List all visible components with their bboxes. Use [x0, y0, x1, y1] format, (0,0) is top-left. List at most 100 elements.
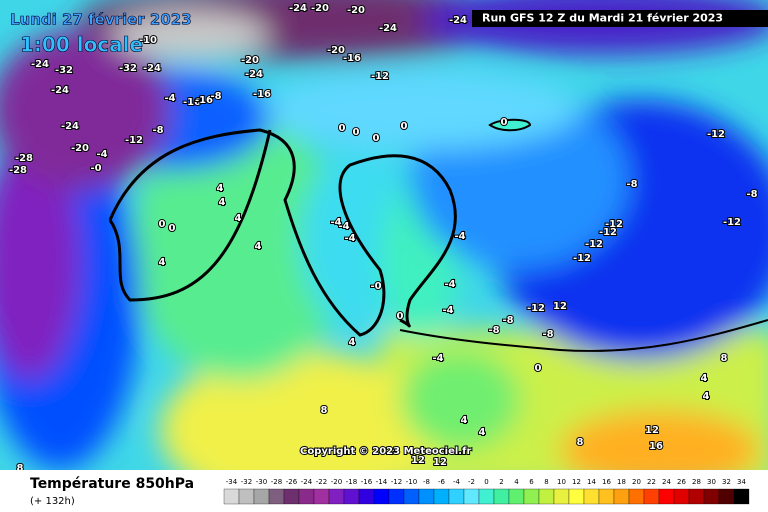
contour-label: -24	[51, 85, 69, 96]
contour-label: -20	[347, 5, 365, 16]
legend-tick-label: 10	[557, 478, 566, 486]
legend-tick-label: -24	[301, 478, 313, 486]
contour-label: -24	[289, 3, 307, 14]
legend-swatch	[643, 488, 660, 505]
legend-tick-label: -12	[391, 478, 402, 486]
contour-label: -28	[9, 165, 27, 176]
legend-tick-label: -4	[453, 478, 461, 486]
contour-label: 0	[353, 127, 360, 138]
contour-label: -16	[343, 53, 361, 64]
contour-label: -20	[241, 55, 259, 66]
legend-tick-label: 22	[647, 478, 656, 486]
contour-label: 8	[17, 463, 24, 474]
contour-label: 16	[649, 441, 663, 452]
contour-label: 4	[703, 391, 710, 402]
legend-tick-label: -8	[423, 478, 430, 486]
legend-swatch	[358, 488, 375, 505]
contour-label: 0	[501, 117, 508, 128]
legend-tick-label: -14	[376, 478, 388, 486]
contour	[399, 319, 768, 352]
contour-label: -12	[527, 303, 545, 314]
contour-label: -12	[605, 219, 623, 230]
variable-title: Température 850hPa	[30, 476, 194, 492]
legend-swatch	[703, 488, 720, 505]
legend-swatch	[508, 488, 525, 505]
contour-label: 4	[349, 337, 356, 348]
legend-swatch	[688, 488, 705, 505]
contour-label: -24	[245, 69, 263, 80]
legend-swatch	[448, 488, 465, 505]
legend-swatch	[268, 488, 285, 505]
legend-tick-label: -16	[361, 478, 373, 486]
contour-label: -32	[55, 65, 73, 76]
contour-label: 12	[411, 455, 425, 466]
legend-swatch	[478, 488, 495, 505]
local-time: 1:00 locale	[20, 33, 143, 57]
legend-tick-label: 2	[499, 478, 503, 486]
run-box	[472, 10, 768, 27]
contour-label: -8	[152, 125, 163, 136]
legend-tick-label: 26	[677, 478, 686, 486]
copyright: Copyright © 2023 Meteociel.fr	[300, 446, 471, 457]
contour-label: 12	[553, 301, 567, 312]
contour-label: -16	[253, 89, 271, 100]
contour-label: 4	[461, 415, 468, 426]
legend-tick-label: -10	[406, 478, 417, 486]
legend-swatch	[418, 488, 435, 505]
legend-swatch	[298, 488, 315, 505]
contour-label: -4	[96, 149, 107, 160]
contour-label: -24	[379, 23, 397, 34]
legend-tick-label: 14	[587, 478, 596, 486]
legend-swatch	[223, 488, 240, 505]
contour-label: -20	[327, 45, 345, 56]
contour-label: -24	[31, 59, 49, 70]
legend-tick-label: -2	[468, 478, 475, 486]
legend-swatch	[328, 488, 345, 505]
legend-swatch	[403, 488, 420, 505]
contour-label: -12	[599, 227, 617, 238]
contour-label: -12	[371, 71, 389, 82]
contour-label: -4	[442, 305, 453, 316]
contour-label: -24	[143, 63, 161, 74]
legend-swatch	[388, 488, 405, 505]
contour-label: -12	[573, 253, 591, 264]
contour-label: 0	[397, 311, 404, 322]
contour-label: 4	[235, 213, 242, 224]
contour-label: 12	[433, 457, 447, 468]
contour-label: -20	[71, 143, 89, 154]
legend-tick-label: -22	[316, 478, 327, 486]
contour-label: 0	[401, 121, 408, 132]
legend-tick-label: -28	[271, 478, 282, 486]
contour-label: 4	[217, 183, 224, 194]
legend-tick-label: 28	[692, 478, 701, 486]
contour-label: -4	[444, 279, 455, 290]
contour-label: -4	[454, 231, 465, 242]
legend-swatch	[538, 488, 555, 505]
legend-tick-label: 4	[514, 478, 519, 486]
legend-tick-label: -20	[331, 478, 342, 486]
legend-swatch	[433, 488, 450, 505]
legend-tick-label: 8	[544, 478, 548, 486]
legend-swatch	[373, 488, 390, 505]
legend-swatch	[613, 488, 630, 505]
color-legend: -34 -32 -30 -28 -26 -24 -22 -20 -18 -16 -14 -12 -10-…	[223, 478, 750, 505]
legend-swatch	[283, 488, 300, 505]
legend-tick-label: -26	[286, 478, 298, 486]
legend-tick-label: 0	[484, 478, 488, 486]
contour-label: -20	[311, 3, 329, 14]
contour-label: -4	[330, 217, 341, 228]
contour-label: 0	[169, 223, 176, 234]
contour-label: 4	[159, 257, 166, 268]
contour-label: -24	[449, 15, 467, 26]
contour-label: -4	[338, 221, 349, 232]
legend-swatch	[463, 488, 480, 505]
legend-tick-label: -30	[256, 478, 267, 486]
contour-label: 4	[219, 197, 226, 208]
contour-label: 0	[373, 133, 380, 144]
legend-tick-label: 34	[737, 478, 746, 486]
contour-label: -8	[746, 189, 757, 200]
legend-swatch	[568, 488, 585, 505]
contour-label: -10	[139, 35, 157, 46]
legend-swatch	[253, 488, 270, 505]
legend-swatch	[583, 488, 600, 505]
